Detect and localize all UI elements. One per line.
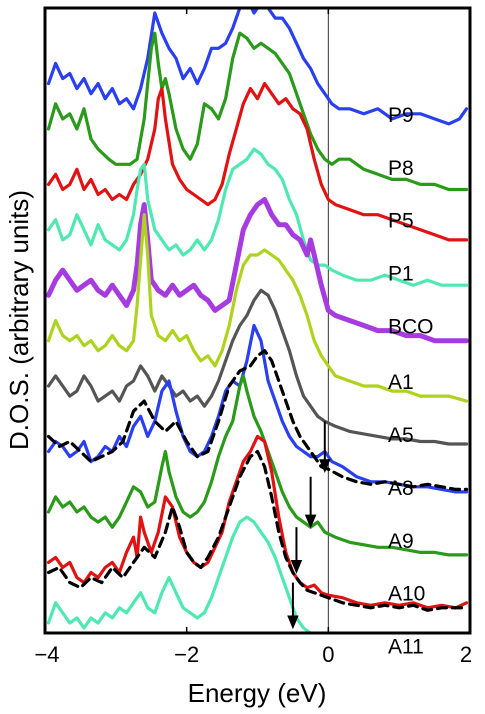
- series-label-p5: P5: [388, 210, 414, 233]
- x-tick-layer: −4 −2 0 2: [34, 8, 472, 667]
- y-axis-title: D.O.S. (arbitrary units): [4, 190, 34, 450]
- series-line-p1: [46, 147, 469, 287]
- series-label-p8: P8: [388, 157, 414, 180]
- series-line-a11: [46, 515, 314, 633]
- series-line-a10-dashed: [46, 449, 469, 612]
- series-line-a1: [46, 213, 469, 403]
- series-label-a1: A1: [388, 371, 414, 394]
- arrow-marker: [319, 421, 331, 474]
- series-line-p5: [46, 81, 469, 242]
- arrow-marker: [287, 582, 299, 630]
- arrow-marker: [290, 527, 303, 574]
- arrow-marker: [304, 476, 317, 529]
- x-tick-label: 2: [460, 642, 472, 667]
- series-label-a9: A9: [388, 530, 414, 553]
- series-line-a9: [46, 374, 469, 557]
- x-tick-label: −2: [174, 642, 199, 667]
- series-line-bco: [46, 197, 469, 344]
- series-label-a5: A5: [388, 424, 414, 447]
- series-label-p1: P1: [388, 263, 414, 286]
- series-layer: [46, 8, 469, 633]
- series-line-a8-dashed: [46, 349, 469, 491]
- series-line-a5: [46, 288, 469, 446]
- series-label-a10: A10: [388, 583, 425, 606]
- series-label-layer: P9 P8 P5 P1 BCO A1 A5 A8 A9 A10 A11: [388, 104, 434, 659]
- x-axis-title: Energy (eV): [188, 678, 327, 708]
- series-label-a8: A8: [388, 477, 414, 500]
- series-label-a11: A11: [388, 636, 424, 659]
- x-tick-label: 0: [322, 642, 334, 667]
- series-line-a8: [46, 323, 469, 494]
- series-line-p9: [46, 8, 469, 126]
- series-line-p8: [46, 31, 469, 192]
- arrow-layer: [287, 421, 331, 630]
- series-label-bco: BCO: [388, 316, 434, 339]
- series-label-p9: P9: [388, 104, 414, 127]
- x-tick-label: −4: [34, 642, 59, 667]
- plot-frame: [43, 6, 472, 635]
